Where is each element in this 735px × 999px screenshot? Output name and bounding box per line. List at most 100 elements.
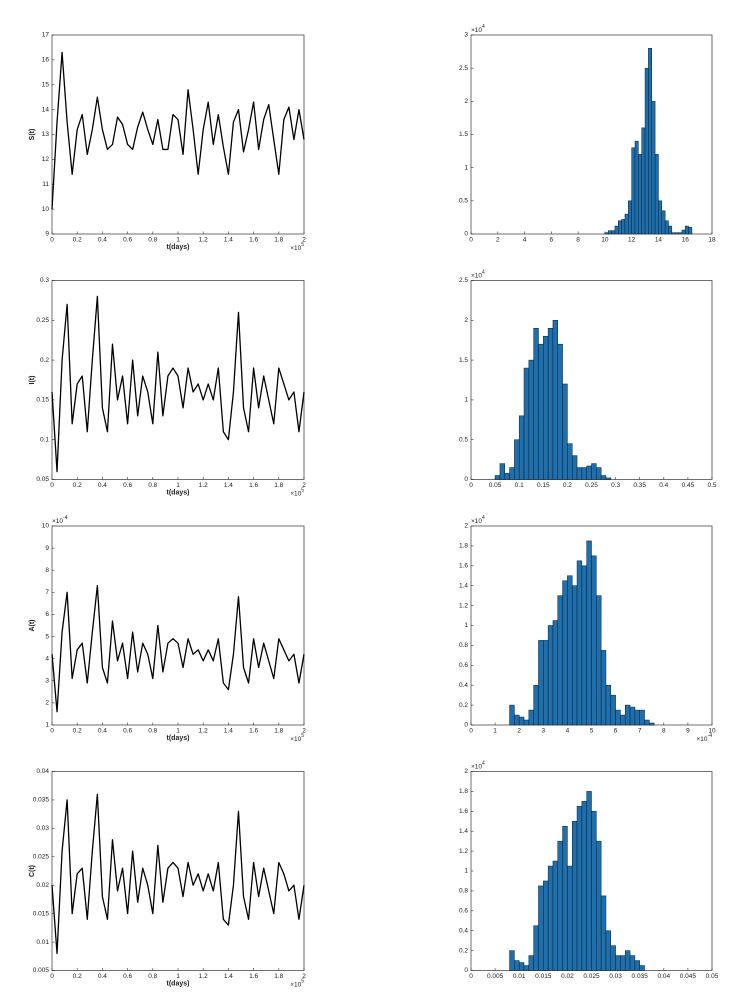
- histogram-bar: [641, 127, 646, 235]
- x-tick-label: 0.2: [73, 482, 82, 489]
- histogram-bar: [509, 467, 515, 480]
- x-tick-label: 0.04: [657, 973, 670, 980]
- multiplier-base: ×10: [52, 518, 63, 525]
- histogram-bar: [547, 865, 554, 971]
- histogram-bar: [538, 885, 544, 971]
- histogram-bar: [547, 625, 554, 726]
- x-axis-label: t(days): [167, 244, 190, 251]
- multiplier-exponent: -4: [63, 515, 68, 521]
- histogram-bar: [557, 840, 563, 971]
- y-tick-label: 0.05: [36, 476, 49, 483]
- data-line: [51, 295, 305, 473]
- x-tick-label: 0.6: [123, 973, 132, 980]
- axis-multiplier: ×104: [471, 515, 485, 524]
- histogram-bar: [581, 467, 587, 480]
- x-tick-label: 0.03: [609, 973, 622, 980]
- x-tick-label: 8: [662, 728, 666, 735]
- y-tick-label: 0.8: [459, 888, 468, 895]
- x-tick-label: 2: [517, 728, 521, 735]
- x-tick-label: 0.4: [659, 482, 668, 489]
- y-tick-label: 1.8: [459, 543, 468, 550]
- axis-multiplier: ×105: [290, 979, 304, 988]
- y-axis-label: A(t): [29, 619, 36, 631]
- y-tick-label: 0.2: [40, 357, 49, 364]
- histogram-bar: [681, 229, 686, 235]
- multiplier-exponent: 4: [482, 515, 485, 521]
- y-tick-label: 1.5: [459, 357, 468, 364]
- x-tick-label: 0: [469, 728, 473, 735]
- y-tick-label: 1.5: [459, 131, 468, 138]
- axes-box: [470, 280, 713, 480]
- histogram-bar: [533, 684, 539, 726]
- x-tick-label: 0.4: [98, 973, 107, 980]
- x-tick-label: 0.035: [632, 973, 649, 980]
- x-tick-label: 18: [708, 237, 716, 244]
- y-tick-label: 0.15: [36, 397, 49, 404]
- multiplier-base: ×10: [290, 981, 301, 988]
- x-tick-label: 0.6: [123, 728, 132, 735]
- histogram-bar: [586, 791, 592, 971]
- x-tick-label: 0.8: [148, 482, 157, 489]
- histogram-bar: [533, 328, 539, 480]
- x-tick-label: 4: [566, 728, 570, 735]
- histogram-bar: [533, 925, 539, 971]
- x-tick-label: 0.05: [489, 482, 502, 489]
- histogram-bar: [543, 335, 549, 480]
- histogram-bar: [528, 709, 534, 726]
- histogram-bar: [651, 101, 656, 235]
- y-tick-label: 0.5: [459, 436, 468, 443]
- x-tick-label: 0.005: [487, 973, 504, 980]
- y-axis-label: I(t): [29, 376, 36, 385]
- y-tick-label: 2.5: [459, 277, 468, 284]
- y-tick-label: 0.03: [36, 825, 49, 832]
- histogram-bar: [634, 140, 639, 235]
- histogram-bar: [596, 467, 602, 480]
- y-tick-label: 6: [45, 611, 49, 618]
- x-tick-label: 0.2: [563, 482, 572, 489]
- histogram-bar: [518, 716, 525, 726]
- x-tick-label: 0.4: [98, 237, 107, 244]
- y-tick-label: 1: [464, 397, 468, 404]
- histogram-bar: [620, 955, 626, 971]
- x-tick-label: 1.6: [249, 237, 258, 244]
- x-tick-label: 0.8: [148, 973, 157, 980]
- histogram-bar: [639, 709, 645, 726]
- y-tick-label: 0.1: [40, 436, 49, 443]
- histogram-bar: [654, 154, 659, 235]
- x-tick-label: 0.4: [98, 482, 107, 489]
- y-tick-label: 7: [45, 589, 49, 596]
- x-tick-label: 0.02: [561, 973, 574, 980]
- x-tick-label: 12: [628, 237, 636, 244]
- histogram-bar: [571, 821, 578, 971]
- x-tick-label: 1.8: [274, 237, 283, 244]
- histogram-bar: [668, 225, 673, 235]
- y-tick-label: 0.2: [459, 947, 468, 954]
- histogram-bar: [581, 565, 587, 726]
- multiplier-exponent: 5: [301, 979, 304, 985]
- x-tick-label: 1.6: [249, 482, 258, 489]
- x-tick-label: 0.2: [73, 728, 82, 735]
- axis-multiplier: ×10-4: [697, 733, 713, 742]
- x-tick-label: 0.35: [633, 482, 646, 489]
- histogram-bar: [591, 811, 597, 971]
- multiplier-base: ×10: [290, 736, 301, 743]
- histogram-bar: [571, 585, 578, 726]
- axes-box: [470, 34, 713, 235]
- histogram-bar: [648, 48, 652, 235]
- histogram-bar: [591, 463, 597, 480]
- y-tick-label: 10: [42, 523, 50, 530]
- y-tick-label: 17: [42, 32, 50, 39]
- x-tick-label: 0: [50, 482, 54, 489]
- axis-multiplier: ×104: [471, 761, 485, 770]
- x-tick-label: 1: [176, 728, 180, 735]
- x-tick-label: 1: [493, 728, 497, 735]
- x-tick-label: 1.8: [274, 482, 283, 489]
- histogram-bar: [509, 704, 515, 726]
- x-tick-label: 1.8: [274, 728, 283, 735]
- histogram-bar: [639, 965, 645, 971]
- y-tick-label: 0.8: [459, 642, 468, 649]
- histogram-bar: [543, 880, 549, 971]
- x-tick-label: 0.2: [73, 973, 82, 980]
- x-tick-label: 0.4: [98, 728, 107, 735]
